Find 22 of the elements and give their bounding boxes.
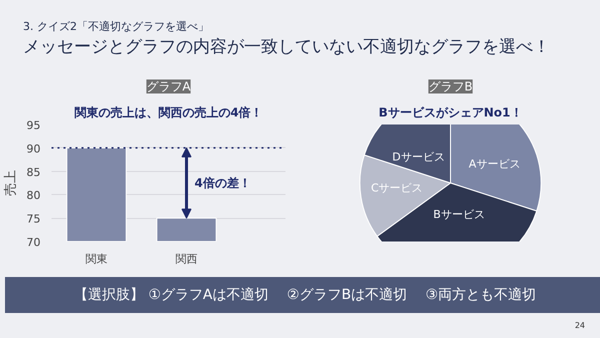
y-tick-label: 90 [26, 142, 41, 156]
y-tick-label: 85 [26, 166, 41, 179]
y-axis-title: 売上 [4, 170, 19, 196]
annotation: 4倍の差！ [194, 176, 251, 190]
text: メッセージとグラフの内容が一致していない不適切なグラフを選べ！ [23, 36, 550, 59]
text: 【選択肢】 ①グラフAは不適切 ②グラフBは不適切 ③両方とも不適切 [5, 277, 600, 313]
x-tick-label: 関西 [176, 252, 198, 266]
y-tick-label: 80 [26, 189, 41, 202]
text: 3. クイズ2「不適切なグラフを選べ」 [23, 19, 210, 35]
chart-title: グラフB [428, 80, 473, 94]
y-tick-label: 70 [26, 236, 41, 249]
chart-subtitle: 関東の売上は、関西の売上の4倍！ [74, 106, 263, 120]
y-tick-label: 75 [26, 212, 41, 226]
slice-label: Dサービス [392, 150, 445, 164]
chart-title: グラフA [146, 80, 192, 94]
y-tick-label: 95 [26, 119, 41, 132]
slice-label: Aサービス [468, 158, 520, 171]
chart-subtitle: BサービスがシェアNo1！ [378, 106, 522, 120]
slice-label: Cサービス [370, 181, 423, 194]
x-tick-label: 関東 [86, 252, 108, 266]
slice-label: Bサービス [433, 208, 485, 222]
text: 24 [574, 321, 585, 331]
